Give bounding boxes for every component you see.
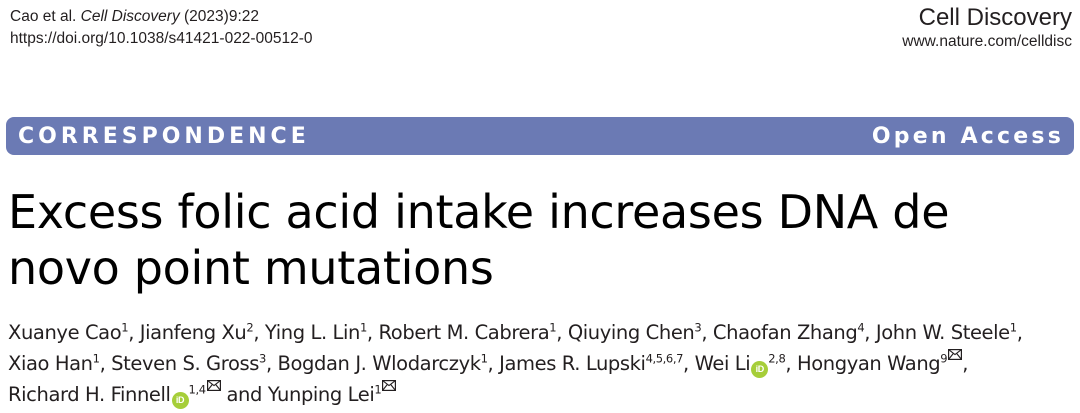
author-name[interactable]: James R. Lupski	[499, 352, 646, 376]
author-name[interactable]: Bogdan J. Wlodarczyk	[277, 352, 481, 376]
citation-authors: Cao et al.	[10, 8, 81, 25]
author-entry: Ying L. Lin1,	[264, 320, 379, 344]
author-name[interactable]: Wei Li	[694, 352, 751, 376]
affiliation-sup[interactable]: 1	[549, 320, 557, 335]
citation-block: Cao et al. Cell Discovery (2023)9:22 htt…	[10, 6, 312, 50]
orcid-icon[interactable]: iD	[751, 361, 769, 379]
affiliation-sup[interactable]: 4	[857, 320, 865, 335]
envelope-icon[interactable]	[382, 379, 397, 391]
author-entry: Robert M. Cabrera1,	[378, 320, 568, 344]
author-name[interactable]: Richard H. Finnell	[8, 383, 171, 407]
journal-url[interactable]: www.nature.com/celldisc	[902, 33, 1072, 50]
citation-journal: Cell Discovery	[80, 8, 180, 25]
affiliation-sup[interactable]: 3	[694, 320, 702, 335]
affiliation-sup[interactable]: 3	[259, 351, 266, 366]
citation-volume: (2023)9:22	[179, 8, 259, 25]
affiliation-sup[interactable]: 1	[1009, 320, 1017, 335]
envelope-icon[interactable]	[206, 379, 221, 391]
orcid-icon[interactable]: iD	[171, 392, 189, 410]
author-entry: Qiuying Chen3,	[567, 320, 713, 344]
author-entry: James R. Lupski4,5,6,7,	[499, 351, 695, 376]
affiliation-sup[interactable]: 2,8	[768, 351, 786, 366]
author-entry: Xuanye Cao1,	[8, 320, 140, 344]
author-entry: Steven S. Gross3,	[111, 351, 278, 376]
affiliation-sup[interactable]: 1	[480, 351, 488, 366]
author-conjunction: and	[226, 383, 262, 407]
article-type-banner: CORRESPONDENCE Open Access	[6, 117, 1074, 155]
author-list: Xuanye Cao1, Jianfeng Xu2, Ying L. Lin1,…	[8, 318, 1076, 411]
article-type-label: CORRESPONDENCE	[18, 123, 310, 149]
author-name[interactable]: Xiao Han	[8, 352, 93, 376]
doi-link[interactable]: https://doi.org/10.1038/s41421-022-00512…	[10, 30, 313, 47]
author-name[interactable]: Xuanye Cao	[8, 321, 122, 344]
author-name[interactable]: Chaofan Zhang	[712, 321, 858, 344]
author-name[interactable]: Yunping Lei	[267, 383, 375, 407]
author-entry: Chaofan Zhang4,	[712, 320, 876, 344]
author-entry: and Yunping Lei1	[226, 379, 397, 407]
affiliation-sup[interactable]: 4,5,6,7	[645, 351, 684, 366]
affiliation-sup[interactable]: 9	[940, 351, 948, 366]
affiliation-sup[interactable]: 1	[360, 320, 367, 335]
affiliation-sup[interactable]: 1	[92, 351, 100, 366]
article-title: Excess folic acid intake increases DNA d…	[8, 185, 950, 295]
author-name[interactable]: John W. Steele	[875, 321, 1010, 344]
author-name[interactable]: Jianfeng Xu	[139, 321, 247, 344]
author-name[interactable]: Ying L. Lin	[264, 321, 360, 344]
author-entry: Bogdan J. Wlodarczyk1,	[277, 351, 500, 376]
affiliation-sup[interactable]: 2	[246, 320, 254, 335]
author-entry: John W. Steele1,	[875, 320, 1023, 344]
affiliation-sup[interactable]: 1,4	[188, 382, 206, 397]
author-entry: Wei Li iD2,8,	[694, 351, 797, 379]
author-name[interactable]: Hongyan Wang	[796, 352, 941, 376]
affiliation-sup[interactable]: 1	[121, 320, 129, 335]
author-entry: Hongyan Wang9,	[796, 348, 968, 376]
journal-name: Cell Discovery	[918, 4, 1072, 31]
envelope-icon[interactable]	[948, 348, 963, 360]
author-entry: Jianfeng Xu2,	[139, 320, 265, 344]
author-name[interactable]: Robert M. Cabrera	[378, 321, 550, 344]
author-name[interactable]: Qiuying Chen	[567, 321, 695, 344]
journal-brand: Cell Discovery www.nature.com/celldisc	[902, 4, 1072, 52]
author-name[interactable]: Steven S. Gross	[111, 352, 260, 376]
citation-line: Cao et al. Cell Discovery (2023)9:22	[10, 6, 312, 28]
affiliation-sup[interactable]: 1	[374, 382, 382, 397]
open-access-label[interactable]: Open Access	[871, 123, 1064, 149]
author-entry: Richard H. Finnell iD1,4	[8, 379, 226, 410]
author-entry: Xiao Han1,	[8, 351, 112, 376]
